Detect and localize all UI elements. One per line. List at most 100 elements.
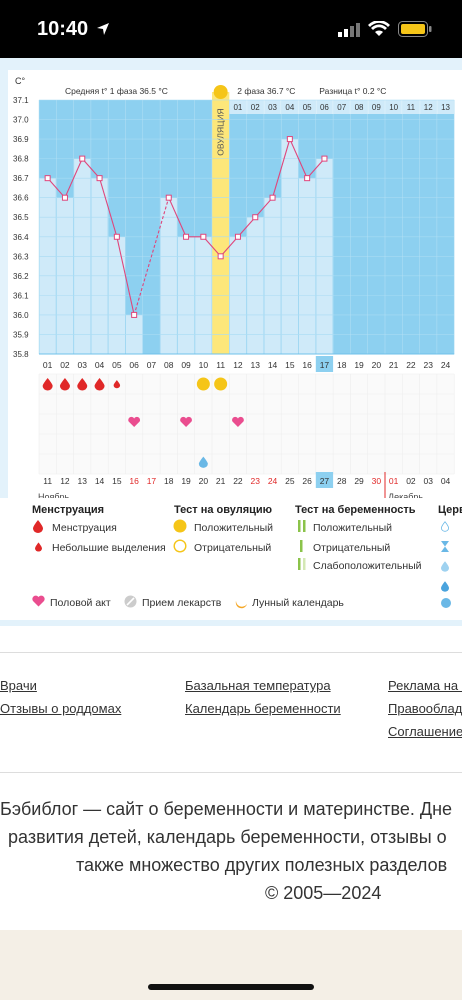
location-arrow-icon [97,23,109,35]
ovulation-test-positive-icon [196,377,210,391]
cycle-day-label: 13 [251,360,261,370]
top-day-label: 13 [441,103,450,112]
cycle-day-label: 14 [268,360,278,370]
temperature-point [131,311,138,318]
ovulation-label: ОВУЛЯЦИЯ [216,108,226,155]
calendar-date-label: 11 [43,476,52,486]
chart-legend: Менструация Менструация Небольшие выделе… [0,498,462,620]
temperature-point [61,194,68,201]
y-tick-label: 36.0 [13,311,29,320]
top-day-label: 06 [320,103,329,112]
y-tick-label: 36.8 [13,155,29,164]
cervical-drop-icon [198,456,208,468]
temperature-line-segment [47,177,66,199]
divider [0,652,462,653]
temperature-point [165,194,172,201]
cycle-day-label: 03 [78,360,88,370]
temperature-line-segment [220,236,239,257]
temperature-point [113,233,120,240]
calendar-date-label: 19 [181,476,191,486]
legend-cervical-title: Церв [438,504,462,516]
menstruation-drop-icon [42,378,53,391]
calendar-date-label: 16 [129,476,139,486]
temperature-line-segment [272,138,291,198]
link-advertising[interactable]: Реклама на с [388,678,462,693]
legend-ovulation-positive: Положительный [194,522,274,534]
cycle-day-label: 18 [337,360,347,370]
cervical-circle-icon [441,598,451,608]
copyright: © 2005—2024 [265,883,382,903]
cycle-day-label: 02 [60,360,70,370]
chart-header-band [39,78,455,100]
temperature-line-segment [81,158,100,179]
y-tick-label: 37.0 [13,116,29,125]
link-doctors[interactable]: Врачи [0,678,37,693]
legend-pregnancy-test-title: Тест на беременность [295,504,416,516]
current-date-highlight [315,472,334,488]
cycle-day-label: 10 [199,360,209,370]
cycle-day-label: 05 [112,360,122,370]
temperature-point [217,253,224,260]
link-pregnancy-calendar[interactable]: Календарь беременности [185,701,341,716]
legend-medicine: Прием лекарств [142,597,222,609]
cycle-day-label: 19 [354,360,364,370]
temperature-point [286,136,293,143]
footer-links: Врачи Отзывы о роддомах Базальная темпер… [0,650,462,770]
temperature-bar [247,217,264,354]
link-agreement[interactable]: Соглашение о [388,724,462,739]
heart-icon [32,595,45,607]
legend-lunar: Лунный календарь [252,597,344,609]
link-basal-temperature[interactable]: Базальная температура [185,678,331,693]
intercourse-heart-icon [180,416,192,427]
status-bar: 10:40 [0,0,462,58]
cycle-day-label: 07 [147,360,157,370]
temperature-bar [281,139,298,354]
top-days-row [229,100,455,114]
cycle-day-label: 08 [164,360,174,370]
pregnancy-weak-icon [298,558,306,570]
blood-drop-icon [33,520,43,533]
y-tick-label: 36.4 [13,233,29,242]
current-day-highlight [315,356,334,372]
battery-icon [398,21,432,37]
temperature-point [183,233,190,240]
link-maternity-reviews[interactable]: Отзывы о роддомах [0,701,122,716]
link-copyright-holders[interactable]: Правооблада [388,701,462,716]
clock: 10:40 [37,18,89,40]
cycle-day-label: 17 [320,360,330,370]
small-blood-drop-icon [35,542,42,552]
menstruation-drop-icon [59,378,70,391]
cycle-day-label: 21 [389,360,399,370]
y-tick-label: 36.1 [13,291,29,300]
cycle-day-label: 04 [95,360,105,370]
top-day-label: 02 [251,103,260,112]
pill-icon [124,595,137,608]
temperature-point [200,233,207,240]
top-day-label: 03 [268,103,277,112]
calendar-date-label: 04 [441,476,451,486]
cycle-day-label: 22 [406,360,416,370]
calendar-date-label: 15 [112,476,122,486]
calendar-date-label: 12 [60,476,70,486]
cervical-drop-half-icon [441,561,449,572]
cervical-drop-icon [441,581,449,592]
light-bleeding-drop-icon [113,380,121,389]
temperature-line-segment [202,236,222,257]
temperature-bar [39,178,56,354]
header-diff: Разница t° 0.2 °С [319,86,386,96]
cycle-day-label: 16 [302,360,312,370]
chart-bottom-border [0,620,462,626]
header-phase2: 2 фаза 36.7 °С [237,86,295,96]
ovulation-positive-icon [173,519,187,533]
top-day-label: 12 [424,103,433,112]
temperature-point [44,175,51,182]
temperature-line-segment [289,138,308,179]
ovulation-column [212,92,230,354]
cycle-day-label: 06 [129,360,139,370]
cervical-hourglass-icon [441,541,449,552]
y-unit-label: C° [15,76,25,86]
calendar-date-label: 13 [78,476,88,486]
top-day-label: 10 [389,103,398,112]
temperature-bar [299,178,316,354]
month-right-label: Декабрь [388,492,423,502]
